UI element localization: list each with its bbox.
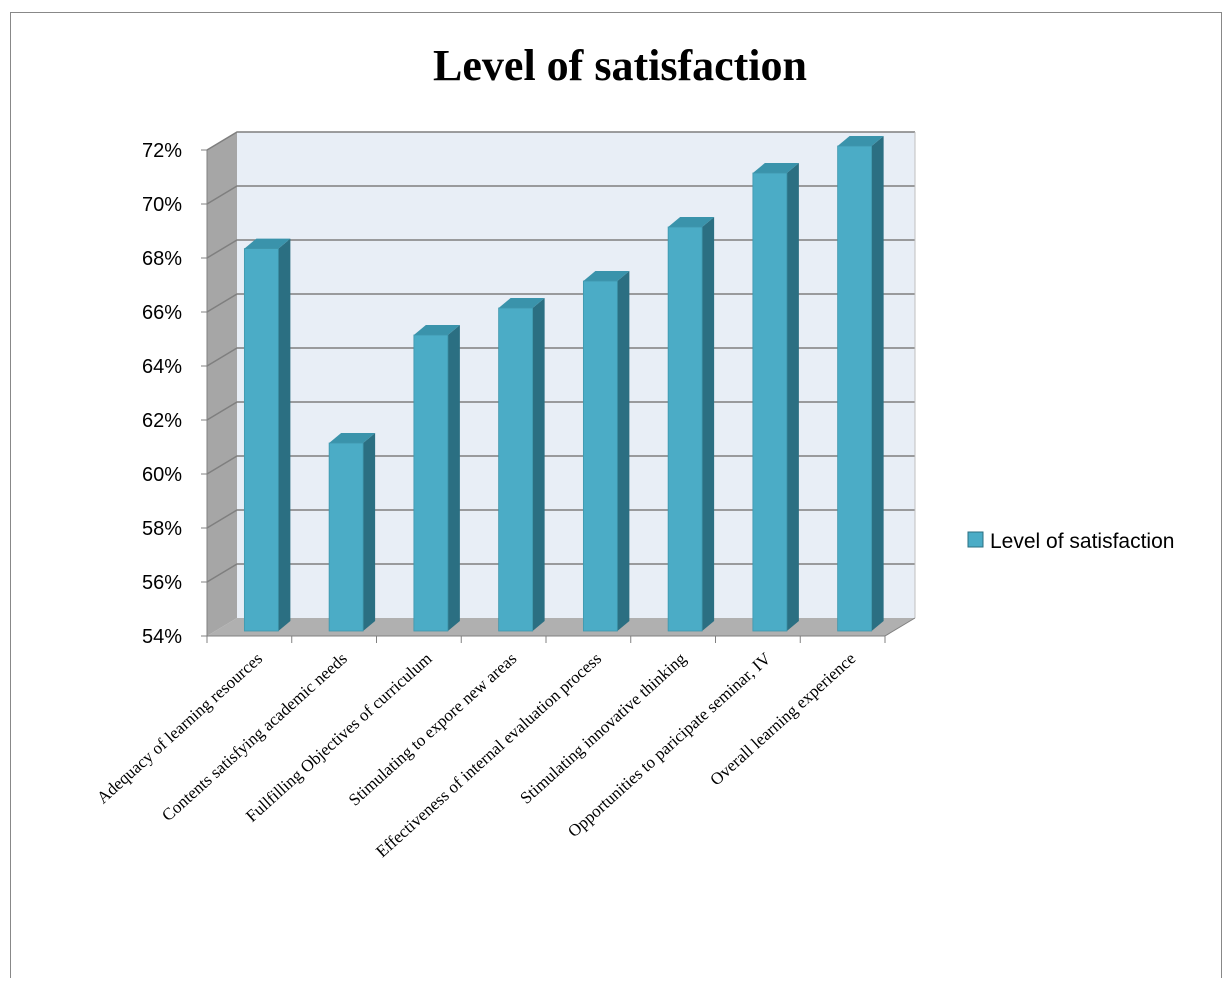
x-tick-label: Overall learning experience: [706, 649, 859, 789]
bar: [499, 308, 533, 631]
bar-side: [533, 298, 545, 631]
x-tick-label: Stimulating to expore new areas: [345, 649, 521, 810]
bar: [583, 281, 617, 631]
legend-swatch: [968, 532, 983, 547]
y-tick-label: 54%: [142, 626, 182, 648]
x-tick-label: Fullfilling Objectives of curriculum: [242, 649, 435, 826]
floor: [207, 618, 915, 636]
bar-side: [448, 325, 460, 631]
bar-side: [702, 217, 714, 631]
y-tick-label: 66%: [142, 302, 182, 324]
legend-label: Level of satisfaction: [990, 530, 1174, 553]
y-tick-label: 68%: [142, 248, 182, 270]
bar-side: [278, 239, 290, 631]
bar: [838, 146, 872, 631]
side-wall: [207, 132, 237, 636]
bar-side: [617, 271, 629, 631]
bar-side: [787, 163, 799, 631]
plot-area: 54% 56% 58% 60% 62% 64% 66% 68% 70% 72% Adequacy o…: [93, 132, 915, 861]
legend: Level of satisfaction: [968, 530, 1174, 553]
y-tick-label: 58%: [142, 518, 182, 540]
y-tick-label: 56%: [142, 572, 182, 594]
x-tick-label: Adequacy of learning resources: [93, 649, 266, 807]
chart-title: Level of satisfaction: [433, 41, 807, 90]
y-tick-label: 70%: [142, 194, 182, 216]
bar-side: [872, 136, 884, 631]
bar: [414, 335, 448, 631]
bar-side: [363, 433, 375, 631]
bar: [244, 249, 278, 631]
bar: [753, 173, 787, 631]
x-tick-label: Stimulating innovative thinking: [516, 649, 690, 808]
x-tick-label: Contents satisfying academic needs: [158, 649, 351, 825]
bar: [668, 227, 702, 631]
y-tick-label: 72%: [142, 140, 182, 162]
bar: [329, 443, 363, 631]
y-tick-label: 64%: [142, 356, 182, 378]
y-tick-label: 62%: [142, 410, 182, 432]
y-tick-label: 60%: [142, 464, 182, 486]
